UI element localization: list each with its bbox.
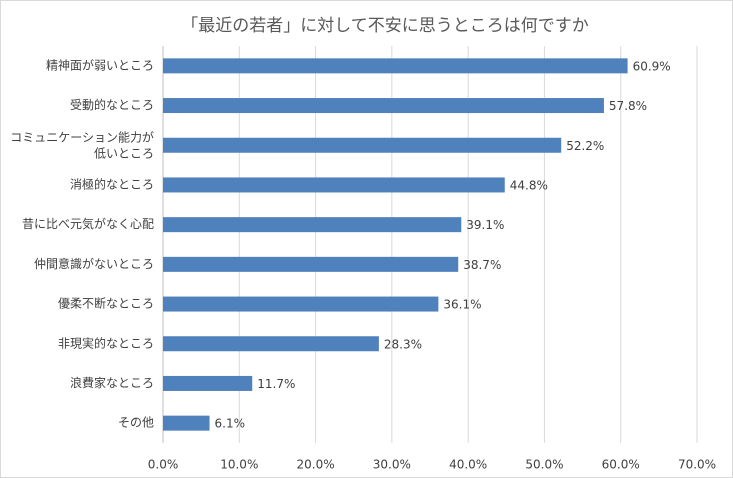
y-tick-label: 非現実的なところ bbox=[58, 335, 154, 350]
bar bbox=[163, 336, 379, 352]
bar bbox=[163, 296, 439, 312]
x-tick-label: 60.0% bbox=[602, 458, 640, 472]
y-tick-label: 精神面が弱いところ bbox=[46, 57, 154, 72]
data-label: 11.7% bbox=[257, 377, 295, 391]
x-tick-label: 50.0% bbox=[525, 458, 563, 472]
data-label: 57.8% bbox=[609, 99, 647, 113]
data-label: 36.1% bbox=[443, 298, 481, 312]
y-tick-label: コミュニケーション能力が低いところ bbox=[10, 129, 154, 160]
x-tick-label: 10.0% bbox=[220, 458, 258, 472]
bar bbox=[163, 256, 459, 272]
chart-title: 「最近の若者」に対して不安に思うところは何ですか bbox=[181, 16, 589, 36]
bar bbox=[163, 98, 604, 114]
bar bbox=[163, 217, 462, 233]
data-label: 44.8% bbox=[510, 178, 548, 192]
y-tick-label: 仲間意識がないところ bbox=[34, 256, 154, 271]
x-tick-label: 0.0% bbox=[148, 458, 179, 472]
bar bbox=[163, 177, 505, 193]
data-label: 6.1% bbox=[215, 417, 246, 431]
bar bbox=[163, 375, 253, 391]
x-tick-label: 70.0% bbox=[678, 458, 716, 472]
bar bbox=[163, 137, 562, 153]
x-tick-label: 30.0% bbox=[373, 458, 411, 472]
data-label: 60.9% bbox=[633, 59, 671, 73]
bar bbox=[163, 58, 628, 74]
data-label: 38.7% bbox=[463, 258, 501, 272]
y-tick-label: 優柔不断なところ bbox=[58, 296, 154, 311]
data-label: 28.3% bbox=[384, 337, 422, 351]
data-label: 39.1% bbox=[466, 218, 504, 232]
data-label: 52.2% bbox=[566, 139, 604, 153]
x-tick-label: 40.0% bbox=[449, 458, 487, 472]
x-tick-label: 20.0% bbox=[297, 458, 335, 472]
y-tick-label: 消極的なところ bbox=[70, 176, 154, 191]
y-tick-label: 受動的なところ bbox=[70, 97, 154, 112]
y-tick-label: その他 bbox=[118, 416, 154, 430]
bar bbox=[163, 415, 210, 431]
y-tick-label: 浪費家なところ bbox=[70, 375, 154, 390]
y-tick-label: 昔に比べ元気がなく心配 bbox=[22, 216, 154, 231]
